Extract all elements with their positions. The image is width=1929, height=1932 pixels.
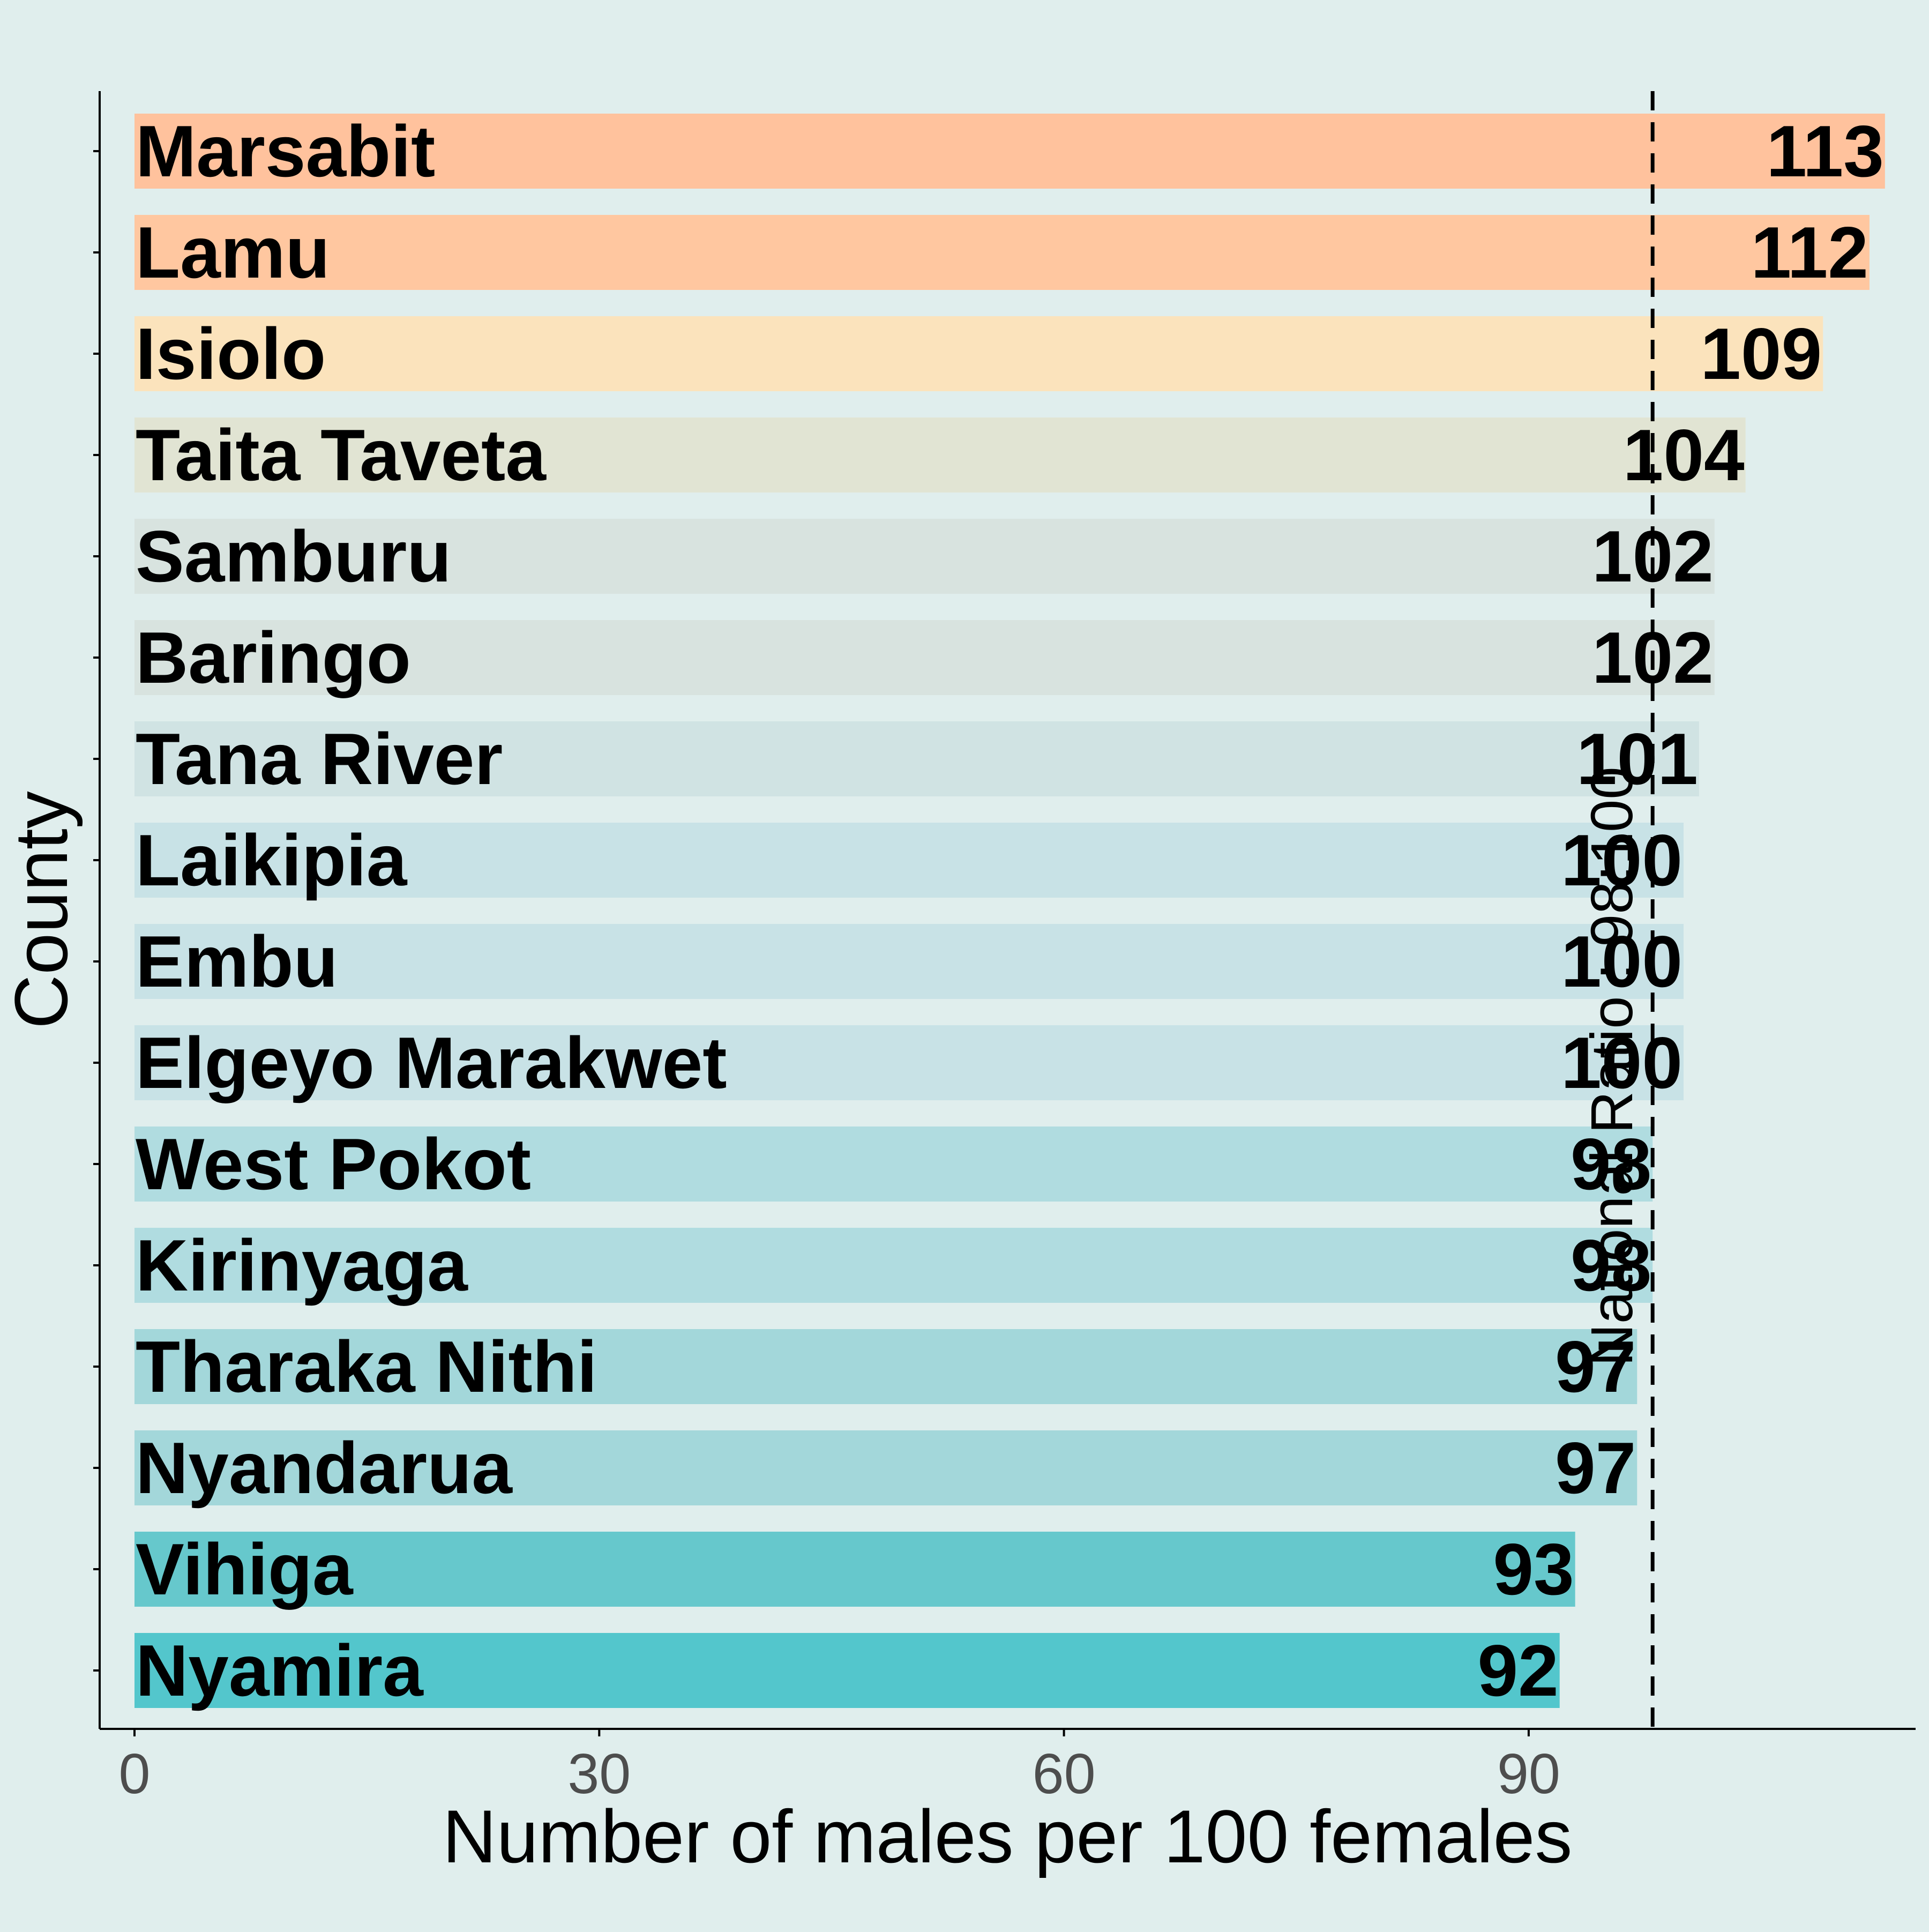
bar bbox=[134, 519, 1715, 594]
value-label: 97 bbox=[1555, 1326, 1636, 1407]
bar bbox=[134, 1127, 1653, 1202]
category-label: Taita Taveta bbox=[136, 414, 547, 496]
value-label: 97 bbox=[1555, 1427, 1636, 1509]
bar bbox=[134, 823, 1684, 898]
value-label: 100 bbox=[1561, 819, 1683, 901]
category-label: Lamu bbox=[136, 212, 330, 293]
value-label: 101 bbox=[1576, 718, 1698, 800]
bar bbox=[134, 924, 1684, 999]
category-label: Samburu bbox=[136, 516, 451, 597]
category-label: Marsabit bbox=[136, 110, 435, 192]
value-label: 93 bbox=[1493, 1528, 1574, 1610]
value-label: 100 bbox=[1561, 1022, 1683, 1103]
x-tick-label: 0 bbox=[119, 1742, 151, 1806]
value-label: 109 bbox=[1700, 313, 1822, 394]
bar bbox=[134, 1633, 1560, 1708]
category-label: Kirinyaga bbox=[136, 1225, 468, 1306]
value-label: 113 bbox=[1766, 110, 1883, 192]
bar bbox=[134, 1532, 1575, 1607]
bar bbox=[134, 316, 1823, 391]
bar bbox=[134, 215, 1870, 290]
value-label: 104 bbox=[1623, 414, 1745, 496]
value-label: 112 bbox=[1751, 212, 1868, 293]
category-label: Isiolo bbox=[136, 313, 326, 394]
bar bbox=[134, 1430, 1638, 1505]
bar bbox=[134, 620, 1715, 695]
reference-line-label: National Ratio : 98:100 bbox=[1579, 766, 1645, 1366]
bar bbox=[134, 721, 1699, 796]
y-axis-title: County bbox=[0, 791, 83, 1029]
bar bbox=[134, 114, 1885, 189]
bar bbox=[134, 1329, 1638, 1404]
bar bbox=[134, 1228, 1653, 1303]
category-label: Laikipia bbox=[136, 819, 408, 901]
x-tick-label: 30 bbox=[567, 1742, 631, 1806]
value-label: 98 bbox=[1571, 1225, 1651, 1306]
category-label: Nyandarua bbox=[136, 1427, 513, 1509]
category-label: West Pokot bbox=[136, 1123, 531, 1205]
category-label: Nyamira bbox=[136, 1630, 424, 1711]
value-label: 98 bbox=[1571, 1123, 1651, 1205]
x-axis-title: Number of males per 100 females bbox=[443, 1794, 1573, 1878]
category-label: Tana River bbox=[136, 718, 503, 800]
category-label: Baringo bbox=[136, 617, 411, 698]
category-label: Embu bbox=[136, 921, 338, 1002]
category-label: Tharaka Nithi bbox=[136, 1326, 597, 1407]
category-label: Elgeyo Marakwet bbox=[136, 1022, 727, 1103]
bar bbox=[134, 417, 1746, 493]
value-label: 100 bbox=[1561, 921, 1683, 1002]
bar bbox=[134, 1025, 1684, 1100]
x-tick-label: 60 bbox=[1033, 1742, 1096, 1806]
x-tick-label: 90 bbox=[1497, 1742, 1560, 1806]
value-label: 92 bbox=[1477, 1630, 1558, 1711]
category-label: Vihiga bbox=[136, 1528, 354, 1610]
